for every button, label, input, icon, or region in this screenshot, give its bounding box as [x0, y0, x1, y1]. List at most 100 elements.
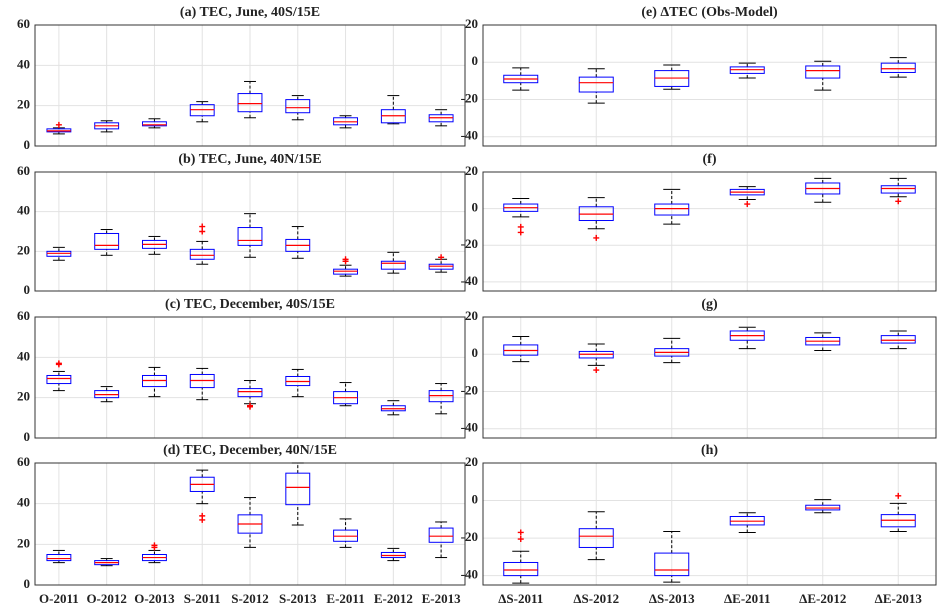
y-tick-label: 40 [17, 495, 30, 510]
axes-frame [482, 316, 937, 439]
y-tick-label: -20 [461, 382, 478, 397]
box [46, 374, 72, 385]
y-tick-label: 20 [465, 308, 478, 323]
y-tick-label: 0 [24, 137, 31, 152]
box [237, 227, 263, 246]
box [880, 185, 916, 194]
panel-title: (f) [703, 152, 717, 167]
box [46, 554, 72, 562]
panel-title: (b) TEC, June, 40N/15E [178, 152, 321, 167]
panel-title: (g) [701, 297, 718, 312]
x-tick-label: E-2011 [326, 591, 364, 606]
panel-title: (e) ΔTEC (Obs-Model) [641, 5, 778, 20]
box [880, 62, 916, 73]
outlier [151, 542, 158, 549]
outlier [55, 360, 62, 367]
y-tick-label: 40 [17, 56, 30, 71]
axes-frame [34, 171, 466, 292]
y-tick-label: -20 [461, 90, 478, 105]
y-tick-label: 20 [17, 389, 30, 404]
x-tick-label: O-2012 [86, 591, 126, 606]
x-tick-label: E-2012 [374, 591, 413, 606]
axes-frame [34, 462, 466, 586]
axes-frame [482, 462, 937, 586]
outlier [895, 198, 902, 205]
x-tick-label: O-2013 [134, 591, 175, 606]
y-tick-label: 60 [17, 16, 30, 31]
outlier [517, 529, 524, 536]
x-tick-label: E-2013 [422, 591, 462, 606]
panel-title: (h) [701, 443, 718, 458]
axes-frame [482, 171, 937, 292]
y-tick-label: 20 [17, 535, 30, 550]
y-tick-label: 20 [465, 16, 478, 31]
y-tick-label: 0 [472, 492, 479, 507]
box [237, 388, 263, 398]
y-tick-label: 60 [17, 308, 30, 323]
y-tick-label: 60 [17, 454, 30, 469]
y-tick-label: -40 [461, 128, 478, 143]
box [578, 528, 614, 548]
box [880, 335, 916, 344]
y-tick-label: -20 [461, 236, 478, 251]
y-tick-label: 0 [472, 200, 479, 215]
outlier [55, 121, 62, 128]
x-tick-label: S-2013 [279, 591, 317, 606]
y-tick-label: 0 [24, 282, 31, 297]
box [503, 561, 539, 577]
outlier [247, 403, 253, 410]
outlier [517, 223, 524, 230]
outlier [517, 229, 524, 236]
x-tick-label: ΔS-2012 [573, 591, 619, 606]
y-tick-label: -40 [461, 273, 478, 288]
axes-frame [34, 316, 466, 439]
y-tick-label: 20 [465, 454, 478, 469]
box [654, 203, 690, 216]
box [654, 552, 690, 577]
outlier [438, 254, 445, 261]
outlier [199, 516, 206, 523]
outlier [895, 492, 902, 499]
outlier [593, 234, 600, 241]
y-tick-label: 0 [24, 576, 31, 591]
y-tick-label: 60 [17, 163, 30, 178]
x-tick-label: ΔS-2011 [498, 591, 543, 606]
outlier [199, 223, 206, 230]
y-tick-label: -40 [461, 567, 478, 582]
box [94, 232, 120, 250]
x-tick-label: ΔS-2013 [649, 591, 695, 606]
box [805, 65, 841, 79]
y-tick-label: 40 [17, 348, 30, 363]
outlier [593, 367, 600, 374]
y-tick-label: 20 [17, 242, 30, 257]
outlier [744, 201, 751, 208]
y-tick-label: 20 [465, 163, 478, 178]
box [285, 472, 311, 506]
x-tick-label: O-2011 [39, 591, 79, 606]
box [189, 248, 215, 260]
x-tick-label: S-2012 [231, 591, 269, 606]
panel-title: (a) TEC, June, 40S/15E [180, 5, 320, 20]
axes-frame [34, 24, 466, 147]
y-tick-label: 0 [472, 345, 479, 360]
outlier [342, 256, 349, 263]
y-tick-label: 0 [472, 53, 479, 68]
box [237, 93, 263, 113]
box [428, 527, 454, 543]
box [380, 260, 406, 270]
box [578, 76, 614, 93]
box [285, 99, 311, 114]
y-tick-label: 20 [17, 97, 30, 112]
y-tick-label: -20 [461, 529, 478, 544]
y-tick-label: 40 [17, 203, 30, 218]
outlier [517, 536, 524, 543]
y-tick-label: 0 [24, 429, 31, 444]
x-tick-label: ΔE-2011 [724, 591, 770, 606]
panel-title: (c) TEC, December, 40S/15E [165, 297, 335, 312]
x-tick-label: S-2011 [184, 591, 221, 606]
box [142, 121, 167, 127]
axes-frame [482, 24, 937, 147]
y-tick-label: -40 [461, 420, 478, 435]
x-tick-label: ΔE-2013 [875, 591, 923, 606]
